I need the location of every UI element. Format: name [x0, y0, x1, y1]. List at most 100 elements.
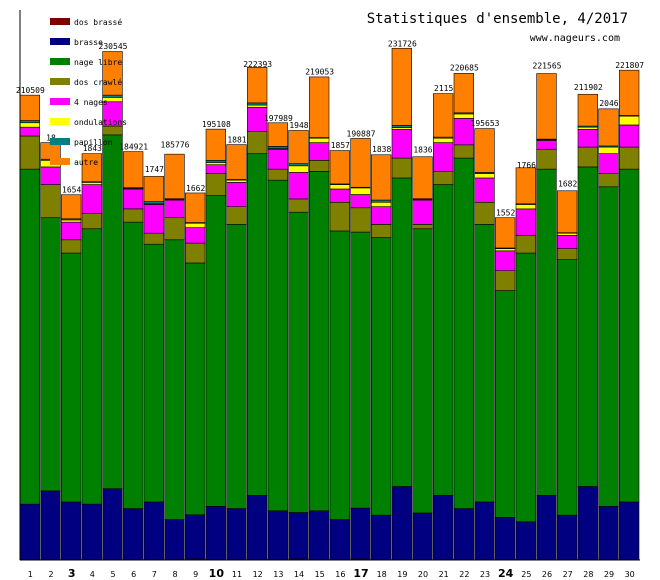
bar-segment: [619, 168, 640, 503]
bar-segment: [619, 124, 640, 148]
bar-segment: [536, 140, 557, 150]
bar-segment: [19, 120, 40, 124]
bar-segment: [267, 510, 288, 560]
bar-total-label: 184921: [119, 143, 148, 152]
bar-segment: [577, 129, 598, 148]
bar-segment: [288, 172, 309, 200]
bar-segment: [433, 171, 454, 185]
legend-swatch: [50, 118, 70, 125]
bar-segment: [391, 125, 412, 128]
legend-swatch: [50, 38, 70, 45]
bar-segment: [371, 206, 392, 225]
bar-segment: [205, 128, 226, 161]
bar-segment: [619, 69, 640, 116]
bar-segment: [185, 192, 206, 223]
bar-segment: [123, 221, 144, 509]
bar-segment: [226, 508, 247, 560]
bar-segment: [309, 510, 330, 560]
bar-segment: [598, 173, 619, 188]
x-tick-label: 17: [353, 567, 368, 580]
bar-segment: [371, 154, 392, 201]
bars-layer: [19, 47, 640, 561]
legend-swatch: [50, 98, 70, 105]
bar-segment: [309, 142, 330, 161]
bar-segment: [288, 165, 309, 173]
x-tick-label: 3: [68, 567, 76, 580]
legend-label: autre: [74, 158, 98, 167]
bar-segment: [143, 204, 164, 234]
bar-segment: [164, 153, 185, 200]
bar-segment: [40, 184, 61, 219]
legend-label: brasse: [74, 38, 103, 47]
bar-segment: [19, 122, 40, 128]
x-tick-label: 8: [172, 570, 177, 579]
bar-total-label: 211902: [574, 83, 603, 92]
bar-total-label: 1838: [372, 145, 391, 154]
bar-total-label: 185776: [161, 141, 190, 150]
bar-segment: [577, 93, 598, 127]
bar-segment: [205, 195, 226, 507]
x-tick-label: 7: [152, 570, 157, 579]
bar-segment: [205, 173, 226, 196]
bar-segment: [247, 153, 268, 496]
bar-segment: [205, 162, 226, 166]
bar-segment: [371, 514, 392, 560]
bar-segment: [267, 148, 288, 170]
bar-total-label: 1857: [331, 141, 350, 150]
x-tick-label: 22: [459, 570, 469, 579]
bar-total-label: 1747: [145, 165, 164, 174]
bar-segment: [226, 144, 247, 180]
bar-total-label: 220685: [450, 64, 479, 73]
bar-segment: [495, 217, 516, 249]
bar-total-label: 197989: [264, 114, 293, 123]
bar-segment: [598, 146, 619, 154]
bar-segment: [536, 148, 557, 170]
bar-segment: [412, 224, 433, 230]
bar-segment: [19, 126, 40, 137]
bar-segment: [433, 93, 454, 138]
bar-segment: [102, 125, 123, 136]
x-tick-label: 10: [209, 567, 225, 580]
bar-segment: [288, 198, 309, 213]
legend-swatch: [50, 138, 70, 145]
bar-segment: [288, 211, 309, 513]
bar-segment: [226, 224, 247, 509]
bar-segment: [577, 126, 598, 130]
x-tick-label: 29: [604, 570, 614, 579]
bar-segment: [61, 501, 82, 560]
x-tick-label: 28: [583, 570, 593, 579]
x-tick-label: 23: [480, 570, 490, 579]
bar-segment: [391, 486, 412, 560]
bar-segment: [350, 507, 371, 560]
bar-segment: [102, 134, 123, 489]
bar-segment: [433, 137, 454, 143]
bar-segment: [433, 184, 454, 496]
x-tick-label: 14: [294, 570, 304, 579]
bar-segment: [453, 144, 474, 159]
bar-segment: [329, 188, 350, 203]
bar-segment: [205, 164, 226, 174]
bar-segment: [164, 239, 185, 520]
legend-label: papillon: [74, 138, 113, 147]
legend-label: ondulations: [74, 118, 127, 127]
bar-segment: [247, 67, 268, 104]
bar-segment: [143, 232, 164, 245]
bar-segment: [19, 135, 40, 170]
x-tick-label: 16: [335, 570, 345, 579]
bar-segment: [81, 184, 102, 214]
bar-segment: [81, 228, 102, 505]
bar-segment: [247, 494, 268, 560]
bar-total-label: 1552: [496, 208, 515, 217]
bar-segment: [143, 243, 164, 503]
bar-segment: [557, 190, 578, 234]
bar-segment: [329, 201, 350, 232]
bar-segment: [350, 207, 371, 233]
legend: dos brassé brasse nage libre dos crawlé 4 na…: [50, 17, 127, 167]
bar-segment: [557, 248, 578, 260]
bar-segment: [329, 230, 350, 520]
bar-segment: [598, 186, 619, 507]
bar-segment: [433, 142, 454, 172]
bar-total-label: 221565: [533, 62, 562, 71]
legend-label: 4 nages: [74, 98, 108, 107]
bar-segment: [453, 508, 474, 560]
